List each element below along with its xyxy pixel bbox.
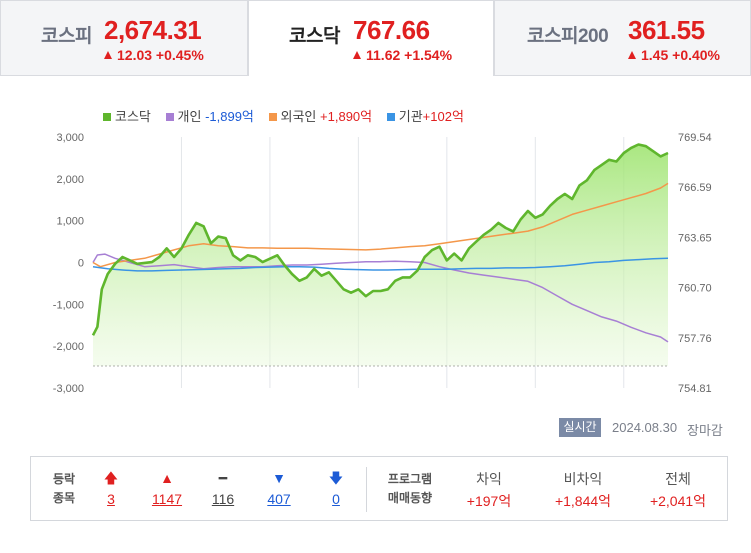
foreign-swatch — [268, 113, 277, 121]
legend-institution-label: 기관 — [398, 109, 423, 124]
realtime-badge[interactable]: 실시간 — [559, 418, 601, 437]
tab-kosdaq-value: 767.66 — [353, 15, 430, 45]
tab-kospi200[interactable]: 코스피200 361.55 1.45 +0.40% — [494, 0, 751, 76]
market-state: 장마감 — [687, 423, 723, 438]
institution-swatch — [386, 113, 395, 121]
tab-kosdaq[interactable]: 코스닥 767.66 11.62 +1.54% — [248, 0, 494, 76]
legend-individual-label: 개인 — [177, 109, 202, 124]
legend-kosdaq[interactable]: 코스닥 — [103, 106, 151, 125]
program-value: +1,844억 — [554, 493, 612, 509]
breadth-limit-up-arrow[interactable]: 🡅 3 — [86, 467, 136, 509]
kosdaq-area — [93, 144, 668, 366]
limit-down-arrow-icon: 🡇 — [328, 470, 344, 486]
breadth-up-triangle[interactable]: ▲ 1147 — [142, 467, 192, 509]
breadth-count[interactable]: 116 — [211, 491, 235, 507]
up-triangle-icon — [628, 51, 636, 59]
limit-up-arrow-icon: 🡅 — [103, 470, 119, 486]
tab-kospi-value: 2,674.31 — [104, 15, 202, 45]
y-right-tick-label: 760.70 — [678, 283, 712, 295]
y-left-tick-label: 1,000 — [56, 216, 84, 228]
y-left-tick-label: 3,000 — [56, 132, 84, 144]
breadth-limit-down-arrow[interactable]: 🡇 0 — [311, 467, 361, 509]
tab-kosdaq-change: 11.62 +1.54% — [353, 47, 452, 63]
y-left-tick-label: -3,000 — [53, 383, 84, 395]
tab-kospi200-change-text: 1.45 +0.40% — [641, 47, 721, 63]
chart-axes: 10:00 11:00 12:00 13:00 14:00 15:00 3,000 2,000… — [53, 132, 712, 400]
kosdaq-swatch — [103, 113, 111, 121]
tab-kospi200-value: 361.55 — [628, 15, 705, 45]
program-header: 비차익 — [563, 471, 603, 487]
program-item: 비차익 +1,844억 — [538, 468, 628, 512]
y-right-tick-label: 763.65 — [678, 232, 712, 244]
chart-legend: 코스닥 개인 -1,899억 외국인 +1,890억 기관+102억 — [103, 106, 475, 125]
tab-kosdaq-name: 코스닥 — [289, 26, 340, 47]
breadth-label: 등락 종목 — [52, 472, 76, 505]
trade-date: 2024.08.30 — [612, 420, 678, 435]
legend-kosdaq-label: 코스닥 — [115, 109, 151, 124]
breadth-count[interactable]: 407 — [267, 491, 291, 507]
up-triangle-icon — [353, 51, 361, 59]
program-value: +197억 — [466, 493, 512, 509]
flat-dash-icon: ━ — [218, 470, 228, 486]
up-triangle-icon: ▲ — [160, 470, 174, 486]
x-tick-label: 15:00 — [610, 399, 638, 400]
breadth-count[interactable]: 0 — [332, 491, 340, 507]
series-lines — [91, 143, 669, 343]
y-left-tick-label: -1,000 — [53, 299, 84, 311]
y-left-tick-label: 0 — [78, 258, 84, 270]
program-item: 차익 +197억 — [444, 468, 534, 512]
program-label: 프로그램 매매동향 — [387, 472, 433, 505]
kosdaq-area-fill — [93, 144, 668, 366]
legend-individual-value: -1,899억 — [205, 109, 254, 124]
panel-divider — [366, 467, 367, 512]
y-left-tick-label: 2,000 — [56, 174, 84, 186]
tab-kospi200-change: 1.45 +0.40% — [628, 47, 720, 63]
index-tabs: 코스피 2,674.31 12.03 +0.45% 코스닥 767.66 11.… — [0, 0, 751, 76]
individual-swatch — [165, 113, 174, 121]
legend-foreign[interactable]: 외국인 +1,890억 — [268, 106, 373, 125]
y-right-tick-label: 757.76 — [678, 333, 712, 345]
breadth-flat-dash[interactable]: ━ 116 — [198, 467, 248, 509]
series-line-kosdaq — [91, 143, 669, 336]
breadth-count[interactable]: 1147 — [151, 491, 183, 507]
tab-kospi-change-text: 12.03 +0.45% — [117, 47, 204, 63]
legend-individual[interactable]: 개인 -1,899억 — [165, 106, 254, 125]
x-tick-label: 12:00 — [345, 399, 373, 400]
tab-kospi[interactable]: 코스피 2,674.31 12.03 +0.45% — [0, 0, 248, 76]
series-line-foreign — [92, 182, 669, 268]
legend-institution-value: +102억 — [422, 109, 464, 124]
tab-kosdaq-change-text: 11.62 +1.54% — [366, 47, 453, 63]
series-line-institution — [92, 257, 669, 272]
breadth-count[interactable]: 3 — [107, 491, 115, 507]
y-right-tick-label: 754.81 — [678, 383, 712, 395]
down-triangle-icon: ▼ — [272, 470, 286, 486]
x-tick-label: 14:00 — [522, 399, 550, 400]
program-header: 차익 — [476, 471, 502, 487]
tab-kospi-name: 코스피 — [41, 26, 92, 47]
tab-kospi-change: 12.03 +0.45% — [104, 47, 204, 63]
legend-foreign-label: 외국인 — [280, 109, 317, 124]
program-value: +2,041억 — [649, 493, 707, 509]
y-right-tick-label: 769.54 — [678, 132, 712, 144]
market-summary-panel: 등락 종목 🡅 3 ▲ 1147 ━ 116 ▼ 407 🡇 0 프로그램 매매동향 차익 +197… — [30, 456, 728, 521]
x-tick-label: 11:00 — [257, 399, 284, 400]
legend-institution[interactable]: 기관+102억 — [386, 106, 464, 125]
series-line-individual — [92, 253, 669, 343]
up-triangle-icon — [104, 51, 112, 59]
y-right-tick-label: 766.59 — [678, 182, 712, 194]
program-item: 전체 +2,041억 — [633, 468, 723, 512]
legend-foreign-value: +1,890억 — [320, 109, 373, 124]
x-tick-label: 13:00 — [433, 399, 461, 400]
tab-kospi200-name: 코스피200 — [527, 26, 609, 47]
intraday-chart: 10:00 11:00 12:00 13:00 14:00 15:00 3,000 2,000… — [53, 132, 712, 400]
breadth-down-triangle[interactable]: ▼ 407 — [254, 467, 304, 509]
program-header: 전체 — [665, 471, 691, 487]
x-tick-label: 10:00 — [168, 399, 196, 400]
y-left-tick-label: -2,000 — [53, 341, 84, 353]
